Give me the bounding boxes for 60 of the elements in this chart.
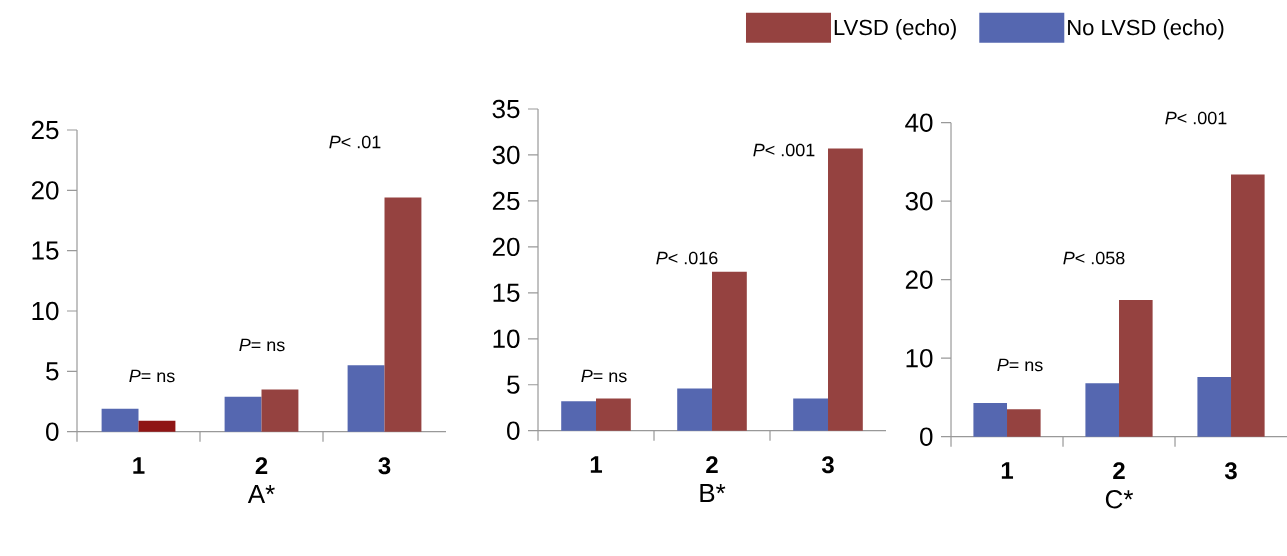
y-tick-label: 20 — [31, 181, 59, 200]
legend-label: No LVSD (echo) — [1068, 19, 1224, 40]
annotation: P= ns — [239, 338, 285, 352]
bar — [828, 148, 863, 431]
x-tick-label: 2 — [255, 457, 268, 474]
y-tick-label: 10 — [493, 329, 520, 348]
bar — [224, 396, 262, 432]
x-tick-label: 3 — [821, 456, 834, 474]
bar — [712, 271, 747, 431]
y-tick-label: 30 — [492, 145, 520, 165]
bar — [384, 197, 422, 432]
y-tick-label: 40 — [905, 113, 933, 132]
y-tick-label: 25 — [492, 191, 520, 211]
x-axis-title: A* — [247, 485, 275, 503]
annotation: P= ns — [581, 369, 627, 383]
x-tick-label: 1 — [133, 457, 145, 474]
bar — [101, 408, 139, 432]
bar — [138, 420, 176, 432]
x-tick-label: 1 — [1001, 462, 1014, 479]
y-tick-label: 5 — [46, 362, 59, 381]
bar — [347, 365, 385, 432]
bar — [1119, 300, 1153, 437]
bar — [1085, 383, 1120, 437]
x-axis-title: C* — [1105, 490, 1134, 509]
y-tick-label: 5 — [507, 375, 520, 394]
bar — [596, 398, 631, 431]
annotation: P< .001 — [1165, 111, 1227, 125]
bar — [793, 398, 829, 431]
bar — [973, 402, 1008, 437]
y-tick-label: 15 — [32, 241, 59, 260]
annotation: P= ns — [129, 369, 175, 383]
bar — [1007, 409, 1041, 437]
y-tick-label: 10 — [906, 348, 933, 368]
annotation: P< .016 — [656, 251, 718, 265]
y-tick-label: 10 — [32, 301, 59, 321]
x-tick-label: 2 — [706, 456, 718, 473]
x-axis-title: B* — [700, 484, 726, 502]
x-tick-label: 1 — [590, 456, 603, 473]
y-tick-label: 25 — [31, 120, 59, 140]
bar — [1197, 377, 1232, 437]
y-tick-label: 35 — [492, 99, 520, 119]
bar — [1231, 174, 1265, 437]
annotation: P< .001 — [753, 143, 815, 157]
annotation: P< .01 — [329, 135, 381, 149]
y-tick-label: 0 — [507, 421, 520, 440]
y-tick-label: 0 — [46, 422, 59, 441]
y-tick-label: 30 — [905, 191, 933, 211]
annotation: P= ns — [997, 358, 1043, 372]
y-tick-label: 0 — [920, 427, 933, 446]
bar — [261, 389, 299, 432]
legend-label: LVSD (echo) — [834, 19, 956, 40]
x-tick-label: 3 — [378, 457, 391, 475]
x-tick-label: 2 — [1113, 462, 1125, 479]
annotation: P< .058 — [1063, 251, 1125, 265]
bar — [677, 388, 713, 431]
bar — [561, 401, 597, 431]
y-tick-label: 20 — [905, 270, 933, 289]
y-tick-label: 15 — [493, 283, 520, 302]
x-tick-label: 3 — [1224, 462, 1237, 480]
y-tick-label: 20 — [492, 237, 520, 257]
